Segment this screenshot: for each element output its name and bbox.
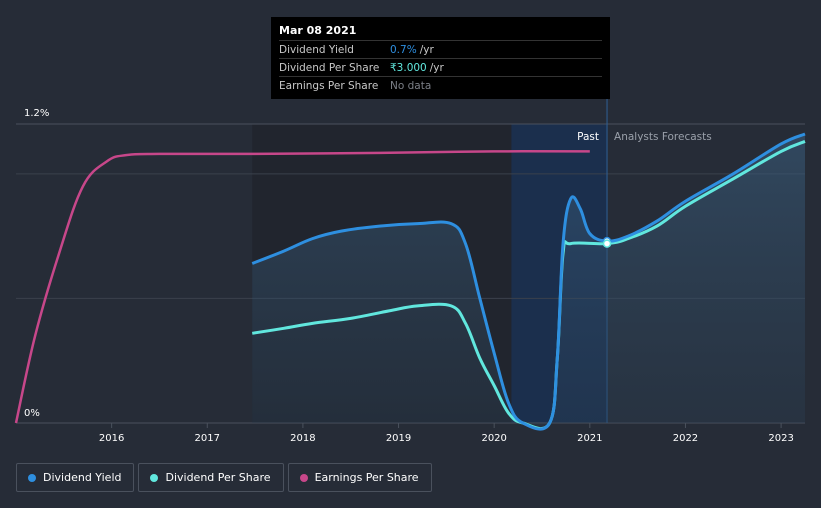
tooltip-value: No data (390, 79, 432, 92)
tooltip-label: Earnings Per Share (279, 79, 379, 92)
x-tick-label: 2022 (673, 433, 698, 444)
earnings-per-share-line (14, 150, 590, 424)
dividend-yield-line (251, 132, 806, 431)
tooltip-label: Dividend Per Share (279, 61, 380, 74)
tooltip-row-dividend-yield: Dividend Yield 0.7% /yr (279, 40, 602, 58)
legend-item-earnings-per-share[interactable]: Earnings Per Share (287, 463, 432, 492)
tooltip-row-earnings-per-share: Earnings Per Share No data (279, 76, 602, 94)
tooltip-label: Dividend Yield (279, 43, 354, 56)
x-tick-label: 2021 (577, 433, 602, 444)
legend-label: Dividend Per Share (165, 471, 271, 484)
x-tick-label: 2023 (768, 433, 793, 444)
legend-label: Dividend Yield (43, 471, 122, 484)
x-tick-label: 2019 (386, 433, 411, 444)
forecast-label: Analysts Forecasts (614, 131, 712, 143)
tooltip-value: 0.7% (390, 43, 417, 56)
x-tick-label: 2017 (195, 433, 220, 444)
legend-label: Earnings Per Share (314, 471, 419, 484)
tooltip-unit: /yr (429, 61, 444, 74)
y-tick-top: 1.2% (24, 108, 49, 119)
tooltip-unit: /yr (419, 43, 434, 56)
tooltip: Mar 08 2021 Dividend Yield 0.7% /yr Divi… (271, 17, 610, 99)
dividend-per-share-marker (602, 239, 612, 248)
x-tick-label: 2018 (290, 433, 315, 444)
tooltip-date: Mar 08 2021 (279, 24, 357, 37)
legend-dot-icon (299, 473, 308, 482)
legend: Dividend Yield Dividend Per Share Earnin… (16, 463, 432, 492)
legend-item-dividend-per-share[interactable]: Dividend Per Share (138, 463, 284, 492)
x-tick-label: 2020 (481, 433, 506, 444)
legend-dot-icon (28, 473, 36, 482)
tooltip-row-dividend-per-share: Dividend Per Share ₹3.000 /yr (279, 58, 602, 76)
legend-dot-icon (150, 473, 159, 482)
tooltip-value: ₹3.000 (390, 61, 427, 74)
dividend-yield-area (252, 133, 806, 430)
legend-item-dividend-yield[interactable]: Dividend Yield (16, 463, 135, 492)
x-tick-label: 2016 (99, 433, 124, 444)
past-label: Past (577, 131, 599, 143)
y-tick-zero: 0% (24, 408, 40, 419)
